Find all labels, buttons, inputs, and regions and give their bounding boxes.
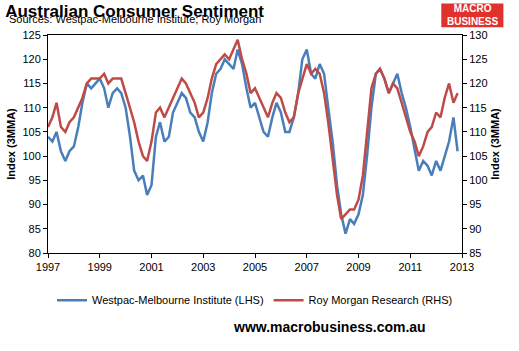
svg-text:2013: 2013 [450,261,474,273]
svg-text:95: 95 [29,174,41,186]
svg-text:120: 120 [469,77,487,89]
svg-text:95: 95 [469,198,481,210]
svg-text:125: 125 [22,29,40,41]
svg-text:Westpac-Melbourne Institute (L: Westpac-Melbourne Institute (LHS) [92,294,264,306]
svg-text:110: 110 [469,126,487,138]
svg-text:1997: 1997 [36,261,60,273]
svg-text:115: 115 [469,102,487,114]
svg-text:2011: 2011 [398,261,422,273]
svg-text:100: 100 [469,174,487,186]
svg-text:MACROBUSINESS: MACROBUSINESS [447,3,498,27]
svg-text:130: 130 [469,29,487,41]
svg-text:2003: 2003 [191,261,215,273]
svg-text:110: 110 [23,102,41,114]
svg-text:1999: 1999 [88,261,112,273]
svg-text:120: 120 [22,53,40,65]
svg-text:Index (3MMA): Index (3MMA) [489,108,501,180]
svg-text:www.macrobusiness.com.au: www.macrobusiness.com.au [233,319,426,335]
svg-text:2007: 2007 [295,261,319,273]
svg-text:105: 105 [469,150,487,162]
svg-text:2001: 2001 [139,261,163,273]
svg-text:90: 90 [29,198,41,210]
svg-text:2005: 2005 [243,261,267,273]
svg-text:80: 80 [29,247,41,259]
svg-text:2009: 2009 [346,261,370,273]
svg-text:Index (3MMA): Index (3MMA) [5,108,17,180]
svg-text:125: 125 [469,53,487,65]
svg-text:Australian Consumer Sentiment: Australian Consumer Sentiment [5,2,264,21]
svg-text:100: 100 [22,150,40,162]
svg-text:85: 85 [469,247,481,259]
svg-text:Roy Morgan Research (RHS): Roy Morgan Research (RHS) [309,294,453,306]
svg-text:Sources: Westpac-Melbourne Ins: Sources: Westpac-Melbourne Institute; Ro… [9,13,261,25]
svg-text:105: 105 [22,126,40,138]
svg-text:115: 115 [23,77,41,89]
svg-text:90: 90 [469,223,481,235]
svg-text:85: 85 [29,223,41,235]
